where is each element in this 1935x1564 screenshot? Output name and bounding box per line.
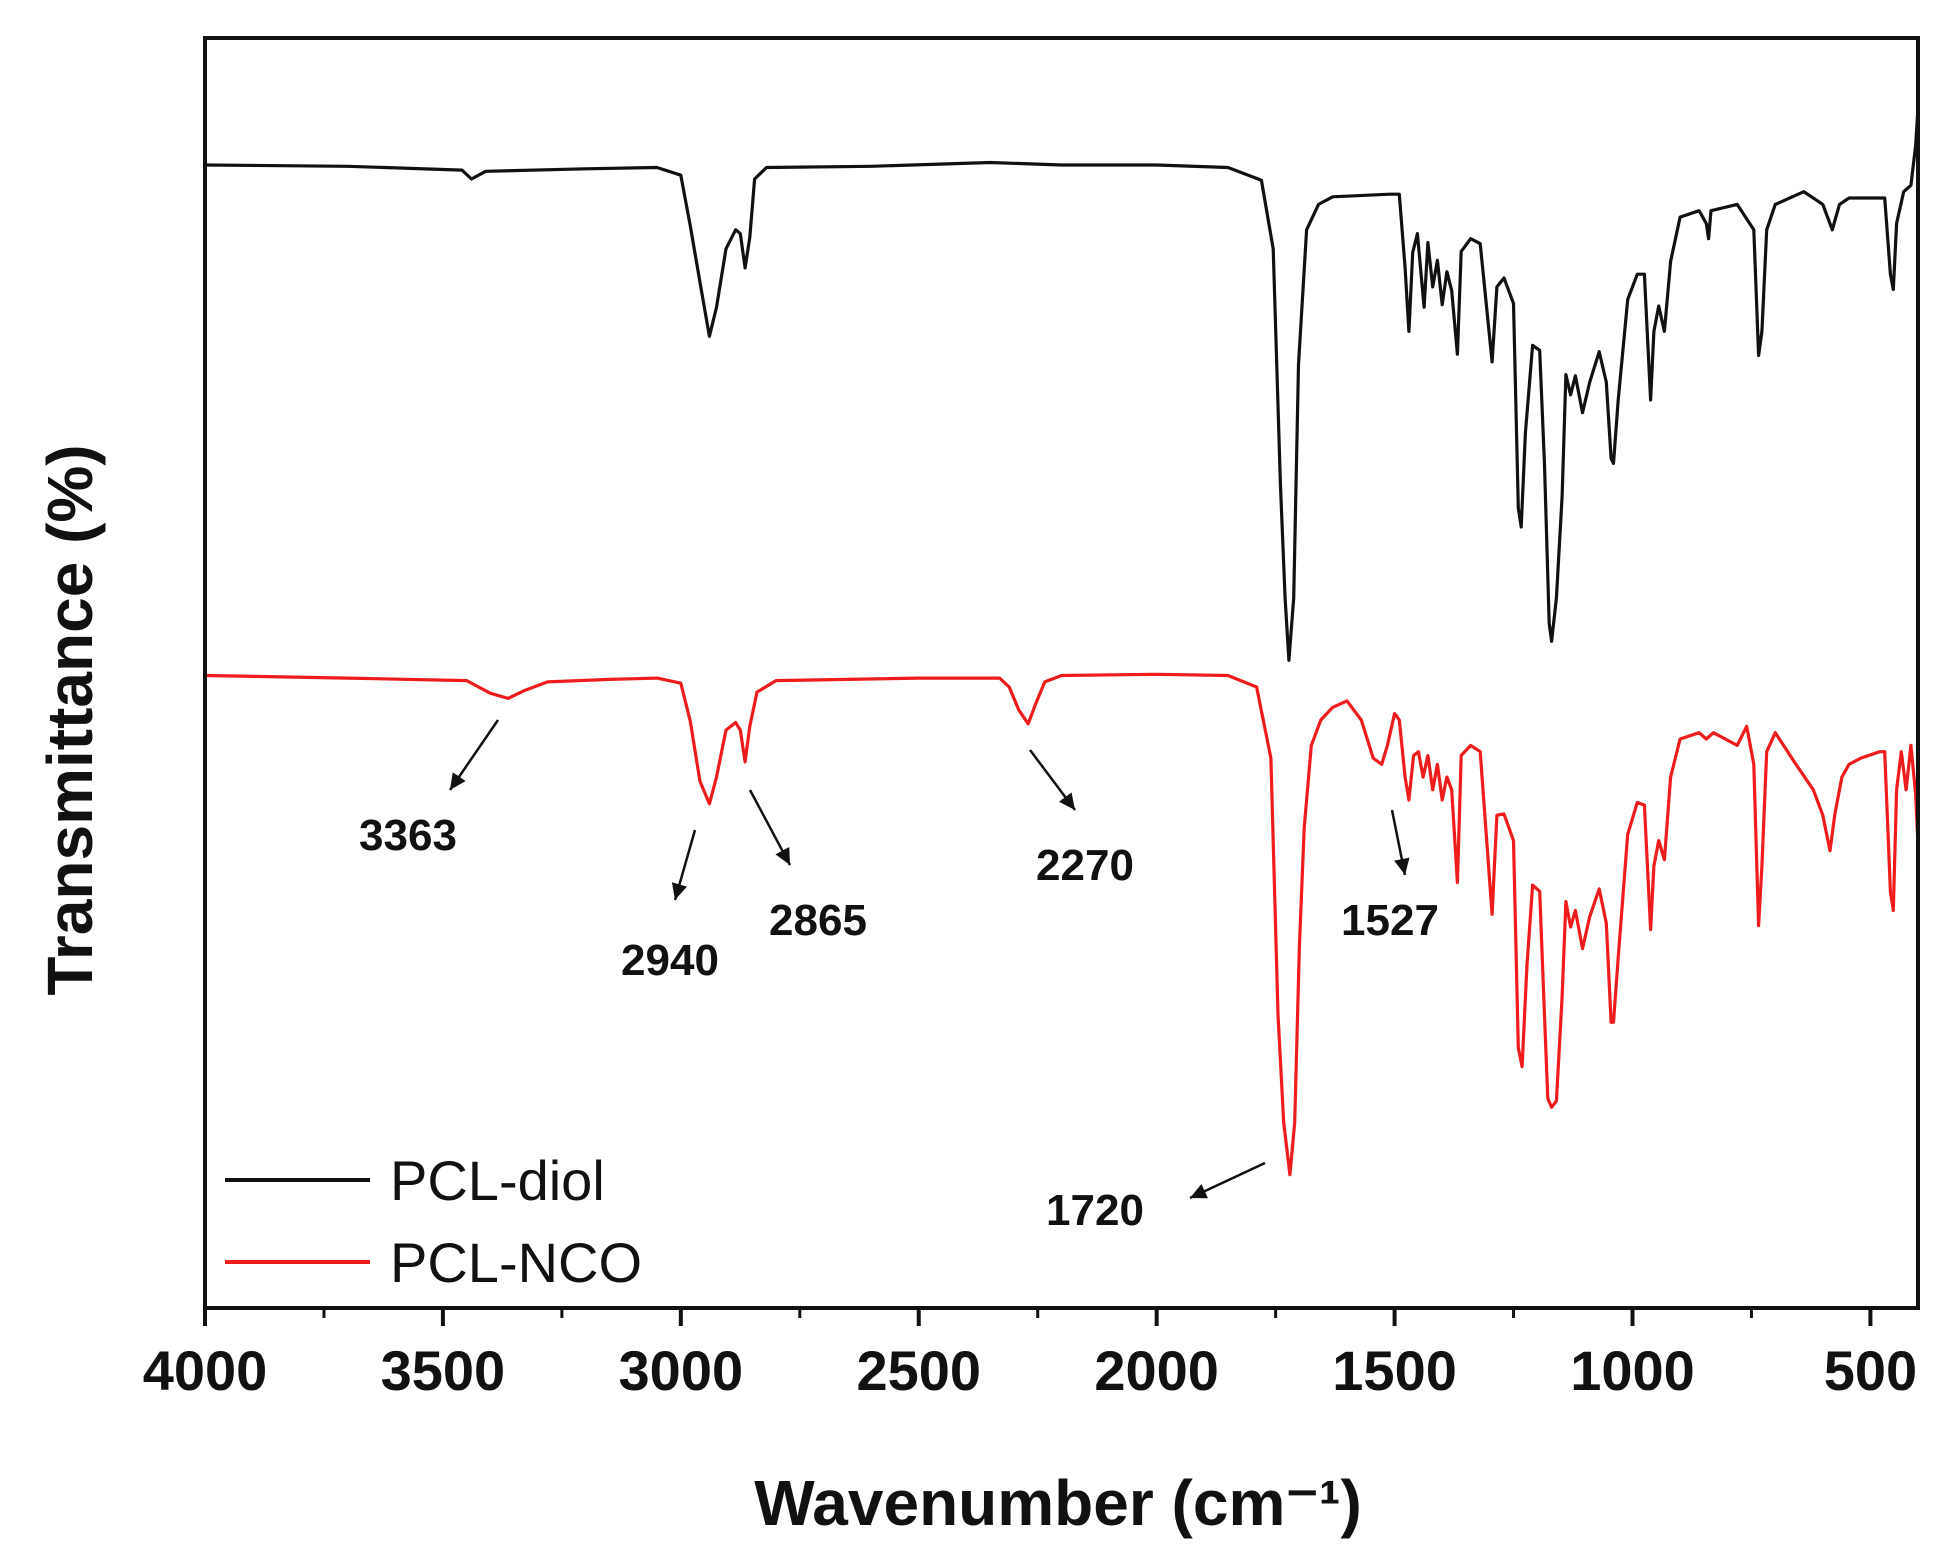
annotation-arrowhead bbox=[671, 882, 687, 900]
x-tick-label: 1500 bbox=[1332, 1339, 1457, 1402]
x-tick-label: 500 bbox=[1824, 1339, 1917, 1402]
annotation-label: 1527 bbox=[1341, 896, 1439, 945]
annotation-label: 2270 bbox=[1036, 841, 1134, 890]
annotation-label: 3363 bbox=[359, 811, 457, 860]
x-tick-label: 1000 bbox=[1570, 1339, 1695, 1402]
plot-area bbox=[204, 107, 1920, 1177]
x-tick-label: 3500 bbox=[381, 1339, 506, 1402]
x-axis-title: Wavenumber (cm⁻¹) bbox=[754, 1467, 1362, 1539]
annotation-arrowhead bbox=[1190, 1184, 1208, 1199]
x-tick-label: 2000 bbox=[1094, 1339, 1219, 1402]
series-line-pcl-nco bbox=[204, 672, 1920, 1177]
y-axis-title: Transmittance (%) bbox=[34, 444, 106, 995]
legend-label: PCL-diol bbox=[390, 1149, 605, 1212]
legend: PCL-diol PCL-NCO bbox=[225, 1149, 642, 1294]
annotation-label: 2865 bbox=[769, 896, 867, 945]
annotation-arrowhead bbox=[450, 772, 466, 790]
peak-annotations: 3363 2940 2865 2270 1527 1720 bbox=[359, 719, 1439, 1235]
annotation-arrowhead bbox=[1059, 792, 1075, 810]
series-line-pcl-diol bbox=[204, 107, 1920, 662]
x-axis: 4000 3500 3000 2500 2000 1500 1000 500 bbox=[143, 1308, 1917, 1402]
x-tick-label: 2500 bbox=[856, 1339, 981, 1402]
legend-label: PCL-NCO bbox=[390, 1231, 642, 1294]
annotation-label: 2940 bbox=[621, 936, 719, 985]
annotation-arrowhead bbox=[775, 847, 790, 865]
annotation-label: 1720 bbox=[1046, 1186, 1144, 1235]
annotation-arrowhead bbox=[1394, 857, 1410, 875]
plot-frame bbox=[203, 36, 1920, 1310]
x-tick-label: 4000 bbox=[143, 1339, 268, 1402]
x-tick-label: 3000 bbox=[619, 1339, 744, 1402]
